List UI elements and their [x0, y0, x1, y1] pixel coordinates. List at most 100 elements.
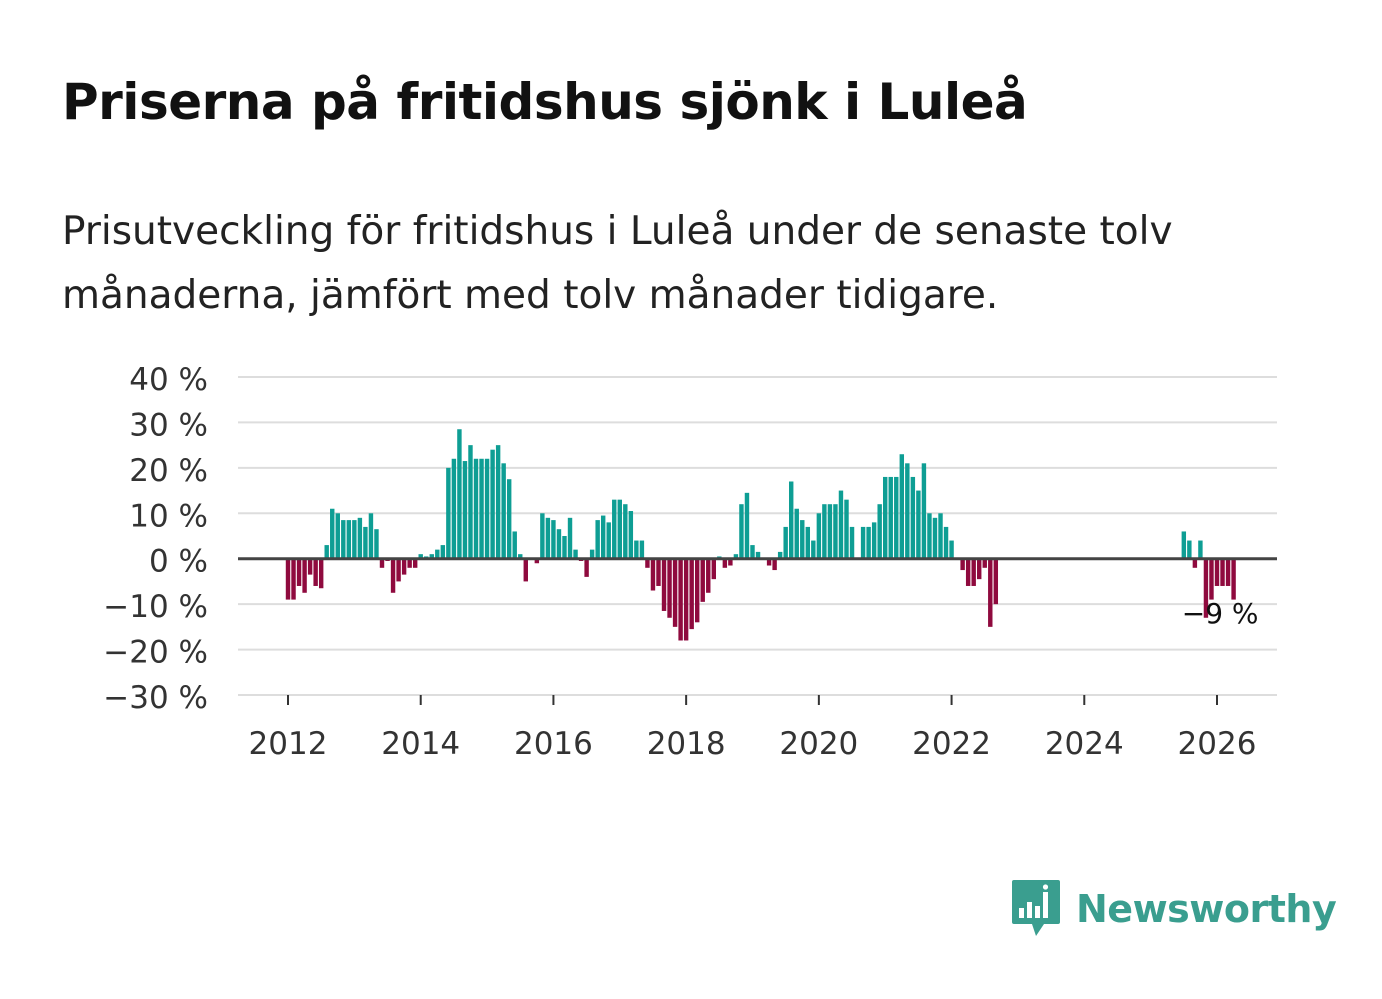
bar: [938, 513, 943, 559]
bar: [916, 490, 921, 559]
bar: [639, 540, 645, 559]
bar: [883, 476, 888, 559]
bar: [833, 504, 838, 559]
bar: [313, 558, 318, 586]
bar: [960, 558, 965, 571]
bar: [800, 520, 805, 559]
y-tick-label: 40 %: [129, 362, 208, 398]
bar: [473, 458, 479, 559]
bar-chart: 40 %30 %20 %10 %0 %−10 %−20 %−30 % 2012 2…: [103, 362, 1277, 762]
bar: [744, 492, 750, 559]
bar: [722, 558, 728, 568]
bar: [877, 504, 882, 559]
bar: [379, 558, 385, 568]
bar: [600, 515, 606, 559]
bar: [446, 467, 451, 559]
bar: [866, 526, 871, 559]
bar: [495, 445, 501, 559]
bar: [341, 520, 346, 559]
bar: [396, 558, 401, 582]
x-tick-label: 2018: [647, 726, 726, 762]
bar: [390, 558, 396, 593]
bar: [694, 558, 700, 623]
bar: [573, 549, 578, 559]
bar: [584, 558, 589, 577]
bar: [982, 558, 987, 568]
bars: [285, 429, 1236, 641]
bar: [1181, 531, 1187, 559]
x-tick-label: 2012: [249, 726, 328, 762]
bar: [567, 517, 573, 559]
y-tick-label: 0 %: [149, 544, 208, 580]
x-tick-label: 2014: [381, 726, 460, 762]
bar: [777, 551, 783, 559]
chart-title: Priserna på fritidshus sjönk i Luleå: [62, 73, 1028, 131]
bar: [612, 499, 617, 559]
bar: [540, 513, 545, 559]
bar: [457, 429, 462, 559]
bar: [706, 558, 711, 593]
bar: [971, 558, 976, 586]
bar: [656, 558, 661, 586]
bar: [296, 558, 302, 586]
bar: [965, 558, 971, 586]
bar: [451, 458, 457, 559]
bar: [534, 558, 540, 564]
bar: [1231, 558, 1236, 600]
bar: [501, 463, 506, 559]
grid-lines: [238, 376, 1277, 696]
bar: [330, 508, 335, 559]
bar: [291, 558, 296, 600]
bar: [672, 558, 678, 627]
bar: [512, 531, 517, 559]
bar: [628, 511, 634, 559]
bar: [739, 504, 744, 559]
x-tick-label: 2024: [1045, 726, 1124, 762]
bar: [324, 545, 329, 559]
x-tick-label: 2022: [912, 726, 991, 762]
y-axis-labels: 40 % 30 % 20 % 10 % 0 % −10 % −20 % −30 %: [103, 362, 208, 716]
bar: [589, 549, 595, 559]
bar: [894, 476, 899, 559]
bar: [678, 558, 683, 641]
x-tick-label: 2026: [1178, 726, 1257, 762]
x-tick-label: 2016: [514, 726, 593, 762]
bar: [943, 526, 949, 559]
bar: [623, 504, 628, 559]
bar: [1198, 540, 1203, 559]
chart-subtitle: Prisutveckling för fritidshus i Luleå un…: [62, 209, 1173, 318]
bar: [307, 558, 313, 575]
bar: [545, 517, 551, 559]
bar: [490, 449, 495, 559]
bar: [905, 463, 910, 559]
bar: [285, 558, 291, 600]
y-tick-label: 10 %: [129, 498, 208, 534]
bar: [794, 508, 799, 559]
bar: [1187, 540, 1192, 559]
bar: [949, 540, 954, 559]
y-tick-label: −20 %: [103, 635, 208, 671]
bar: [468, 445, 473, 559]
bar: [401, 558, 407, 575]
bar: [374, 529, 379, 559]
bar: [484, 458, 490, 559]
bar: [977, 558, 982, 580]
brand-name: Newsworthy: [1076, 887, 1337, 931]
bar: [318, 558, 324, 589]
bar: [1192, 558, 1198, 568]
bar: [860, 526, 866, 559]
bar: [816, 513, 822, 559]
bar: [650, 558, 656, 591]
bar: [827, 504, 833, 559]
bar: [689, 558, 694, 630]
bar: [523, 558, 528, 582]
bar: [1225, 558, 1231, 586]
bar: [783, 526, 788, 559]
bar: [645, 558, 650, 568]
bar: [429, 554, 434, 559]
bar: [755, 551, 761, 559]
y-tick-label: 30 %: [129, 407, 208, 443]
last-value-label: −9 %: [1182, 597, 1259, 630]
bar: [1214, 558, 1220, 586]
bar: [766, 558, 772, 566]
